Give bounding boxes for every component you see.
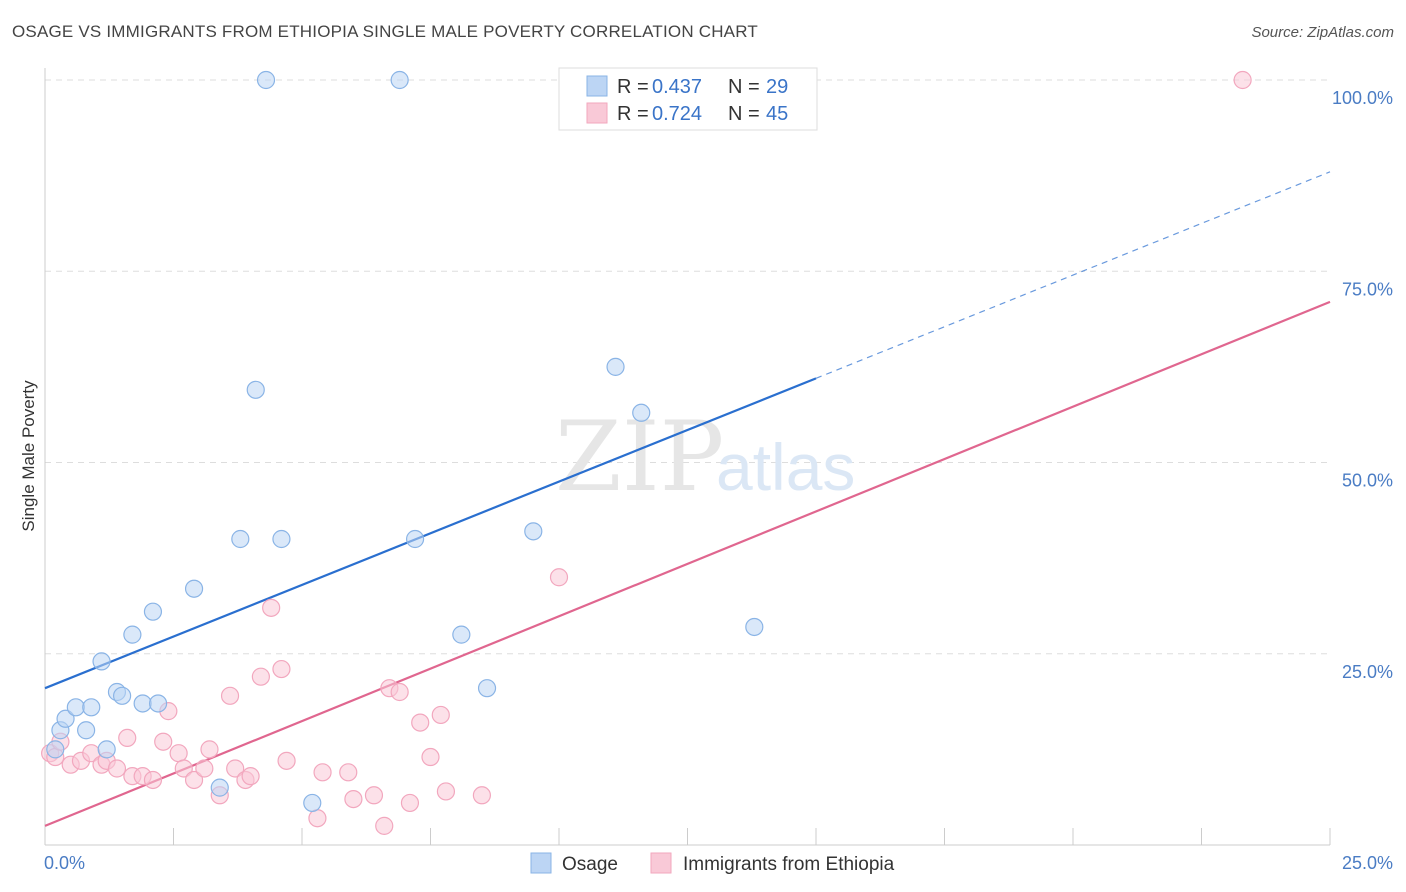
legend-n-value-ethiopia: 45 [766, 103, 788, 125]
point-ethiopia-21 [220, 686, 240, 705]
point-osage-17 [246, 380, 265, 399]
watermark-atlas: atlas [716, 430, 855, 504]
point-ethiopia-15 [169, 744, 188, 763]
point-ethiopia-38 [411, 713, 430, 732]
x-tick-label-1: 25.0% [1342, 853, 1393, 873]
point-ethiopia-31 [339, 763, 358, 782]
bottom-legend-label-ethiopia: Immigrants from Ethiopia [683, 854, 895, 875]
trend-line-osage-extension [815, 171, 1331, 379]
y-tick-label-2: 75.0% [1342, 279, 1393, 299]
point-ethiopia-25 [251, 667, 270, 686]
point-ethiopia-13 [154, 732, 173, 751]
point-ethiopia-36 [390, 682, 409, 702]
point-ethiopia-33 [364, 786, 384, 805]
point-osage-26 [606, 357, 625, 376]
point-ethiopia-18 [195, 759, 214, 778]
legend-swatch-ethiopia [586, 102, 608, 124]
point-osage-24 [477, 679, 497, 698]
point-osage-3 [66, 698, 85, 717]
point-osage-28 [745, 617, 764, 637]
watermark: ZIP atlas [555, 401, 855, 513]
trend-line-ethiopia [44, 300, 1331, 827]
y-axis-label: Single Male Poverty [19, 380, 38, 532]
point-osage-13 [148, 694, 168, 713]
point-osage-14 [184, 579, 204, 598]
y-tick-label-1: 50.0% [1342, 471, 1393, 491]
point-ethiopia-12 [143, 770, 163, 790]
point-osage-6 [92, 652, 111, 671]
point-osage-21 [390, 70, 409, 90]
x-tick-label-0: 0.0% [44, 853, 85, 873]
point-ethiopia-27 [272, 659, 291, 679]
point-osage-25 [524, 522, 543, 541]
y-tick-label-3: 100.0% [1332, 88, 1393, 108]
point-osage-12 [143, 602, 163, 621]
point-osage-2 [56, 709, 75, 728]
axes [44, 68, 1331, 846]
point-ethiopia-24 [241, 767, 260, 786]
point-ethiopia-32 [344, 789, 363, 809]
point-ethiopia-41 [436, 782, 456, 801]
point-ethiopia-17 [184, 770, 204, 790]
point-osage-7 [97, 740, 116, 759]
point-osage-20 [303, 793, 322, 813]
trend-lines [44, 171, 1331, 827]
legend-swatch-osage [586, 75, 608, 97]
point-ethiopia-9 [118, 728, 137, 748]
point-osage-5 [77, 721, 96, 740]
bottom-legend: Osage Immigrants from Ethiopia [530, 852, 895, 875]
point-ethiopia-39 [421, 747, 440, 767]
bottom-legend-label-osage: Osage [562, 854, 618, 875]
point-ethiopia-37 [400, 793, 420, 813]
point-osage-4 [82, 698, 101, 717]
legend-r-label-ethiopia: R = [617, 103, 649, 125]
bottom-legend-swatch-ethiopia [650, 852, 672, 874]
point-osage-11 [133, 694, 152, 713]
point-ethiopia-16 [174, 759, 193, 778]
point-ethiopia-34 [375, 816, 394, 835]
point-osage-22 [405, 529, 425, 549]
point-ethiopia-40 [431, 705, 450, 725]
legend-n-value-osage: 29 [766, 76, 788, 98]
legend-n-label-osage: N = [728, 76, 760, 98]
point-ethiopia-28 [277, 751, 296, 770]
data-points [41, 70, 1252, 835]
legend-r-label-osage: R = [617, 76, 649, 98]
point-osage-18 [256, 70, 276, 90]
point-osage-9 [112, 686, 132, 705]
point-osage-27 [632, 403, 651, 422]
source-label: Source: ZipAtlas.com [1251, 24, 1394, 41]
point-ethiopia-44 [1233, 70, 1252, 90]
point-osage-10 [123, 625, 142, 644]
point-ethiopia-29 [308, 809, 327, 828]
bottom-legend-swatch-osage [530, 852, 552, 874]
point-ethiopia-43 [549, 568, 569, 587]
point-ethiopia-30 [313, 763, 332, 782]
y-tick-label-0: 25.0% [1342, 662, 1393, 682]
top-legend: R = 0.437 N = 29 R = 0.724 N = 45 [558, 67, 818, 131]
chart-title: OSAGE VS IMMIGRANTS FROM ETHIOPIA SINGLE… [12, 22, 758, 41]
tick-labels: 25.0% 50.0% 75.0% 100.0% 0.0% 25.0% [44, 88, 1393, 873]
point-osage-16 [231, 529, 250, 549]
point-ethiopia-22 [226, 759, 245, 778]
point-ethiopia-26 [262, 598, 281, 617]
legend-n-label-ethiopia: N = [728, 103, 760, 125]
legend-r-value-osage: 0.437 [652, 76, 702, 98]
grid-lines [45, 79, 1330, 655]
trend-line-osage [44, 377, 817, 690]
point-ethiopia-8 [107, 759, 127, 778]
point-osage-19 [272, 529, 291, 549]
legend-r-value-ethiopia: 0.724 [652, 103, 702, 125]
point-ethiopia-19 [200, 740, 219, 759]
point-ethiopia-42 [472, 786, 491, 805]
point-osage-23 [452, 625, 471, 644]
point-osage-15 [210, 778, 229, 797]
point-osage-0 [46, 740, 65, 759]
